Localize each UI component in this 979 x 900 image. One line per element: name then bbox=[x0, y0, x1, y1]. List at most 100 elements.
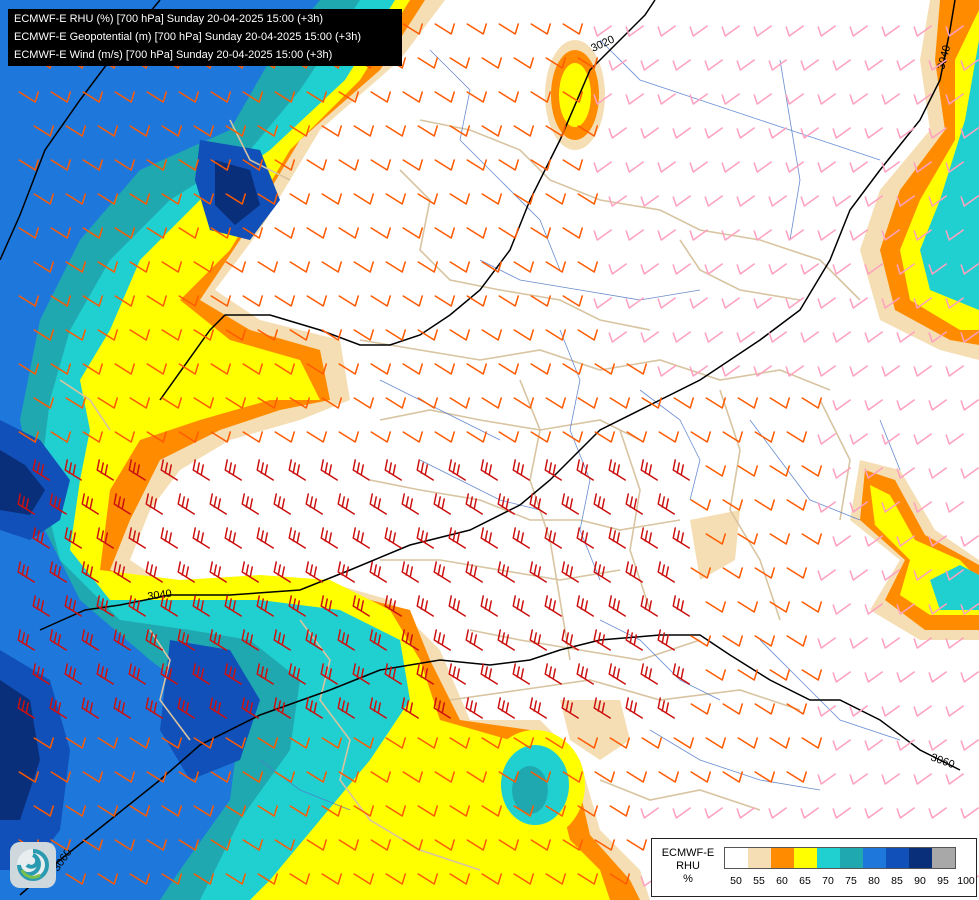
wind-barb bbox=[913, 773, 932, 785]
wind-barb bbox=[82, 295, 103, 307]
wind-barb bbox=[786, 499, 807, 511]
wind-barb bbox=[849, 297, 868, 309]
wind-barb bbox=[320, 595, 338, 617]
wind-barb bbox=[417, 873, 438, 885]
wind-barb bbox=[289, 397, 310, 409]
wind-barb bbox=[385, 805, 406, 817]
wind-barb bbox=[321, 261, 342, 273]
wind-barb bbox=[481, 329, 502, 341]
wind-barb bbox=[864, 467, 883, 479]
wind-barb bbox=[416, 459, 434, 481]
wind-barb bbox=[561, 629, 579, 651]
legend-swatch bbox=[840, 848, 863, 868]
wind-barb bbox=[353, 805, 374, 817]
wind-barb bbox=[145, 697, 163, 719]
wind-barb bbox=[449, 57, 470, 69]
map-header: ECMWF-E RHU (%) [700 hPa] Sunday 20-04-2… bbox=[8, 9, 402, 66]
wind-barb bbox=[241, 697, 259, 719]
wind-barb bbox=[416, 595, 434, 617]
wind-barb bbox=[896, 671, 915, 683]
wind-barb bbox=[225, 805, 246, 817]
wind-barb bbox=[562, 91, 583, 103]
wind-barb bbox=[498, 839, 519, 851]
wind-barb bbox=[896, 263, 915, 275]
wind-barb bbox=[640, 663, 658, 685]
wind-barb bbox=[864, 807, 883, 819]
wind-barb bbox=[160, 527, 178, 549]
wind-barb bbox=[449, 193, 470, 205]
wind-barb bbox=[722, 703, 743, 715]
wind-barb bbox=[160, 595, 178, 617]
wind-barb bbox=[801, 465, 822, 477]
wind-barb bbox=[832, 467, 851, 479]
wind-barb bbox=[913, 161, 932, 173]
wind-barb bbox=[640, 195, 659, 207]
wind-barb bbox=[288, 459, 306, 481]
wind-barb bbox=[480, 663, 498, 685]
wind-barb bbox=[129, 193, 150, 205]
wind-barb bbox=[466, 295, 487, 307]
wind-barb bbox=[608, 459, 626, 481]
wind-barb bbox=[800, 263, 819, 275]
wind-barb bbox=[274, 159, 295, 171]
legend-level-label: 100 bbox=[957, 875, 975, 887]
wind-barb bbox=[448, 663, 466, 685]
wind-barb bbox=[849, 501, 868, 513]
wind-barb bbox=[210, 227, 231, 239]
wind-barb bbox=[913, 297, 932, 309]
wind-barb bbox=[801, 669, 822, 681]
wind-barb bbox=[209, 697, 227, 719]
wind-barb bbox=[434, 431, 455, 443]
wind-barb bbox=[33, 397, 54, 409]
legend-level-label: 65 bbox=[799, 875, 811, 887]
wind-barb bbox=[81, 697, 99, 719]
wind-barb bbox=[128, 459, 146, 481]
wind-barb bbox=[657, 161, 676, 173]
wind-barb bbox=[33, 805, 54, 817]
wind-barb bbox=[913, 433, 932, 445]
wind-barb bbox=[385, 261, 406, 273]
wind-barb bbox=[737, 533, 758, 545]
wind-barb bbox=[177, 493, 195, 515]
wind-barb bbox=[289, 193, 310, 205]
wind-barb bbox=[513, 125, 534, 137]
wind-barb bbox=[849, 773, 868, 785]
legend-swatch bbox=[725, 848, 748, 868]
wind-barb bbox=[753, 365, 772, 377]
wind-barb bbox=[513, 193, 534, 205]
wind-barb bbox=[577, 805, 598, 817]
wind-barb bbox=[594, 431, 615, 443]
wind-barb bbox=[321, 397, 342, 409]
wind-barb bbox=[754, 771, 775, 783]
wind-barb bbox=[754, 431, 775, 443]
wind-barb bbox=[481, 805, 502, 817]
wind-barb bbox=[257, 193, 278, 205]
wind-barb bbox=[225, 329, 246, 341]
legend-swatch bbox=[932, 848, 955, 868]
wind-barb bbox=[320, 527, 338, 549]
wind-barb bbox=[146, 363, 167, 375]
wind-barb bbox=[817, 637, 836, 649]
wind-barb bbox=[449, 397, 470, 409]
wind-barb bbox=[529, 697, 547, 719]
wind-barb bbox=[625, 561, 643, 583]
wind-barb bbox=[416, 663, 434, 685]
wind-barb bbox=[242, 363, 263, 375]
wind-barb bbox=[513, 261, 534, 273]
contour-label-3060-right: 3060 bbox=[929, 752, 956, 772]
wind-barb bbox=[65, 737, 86, 749]
wind-barb bbox=[640, 595, 658, 617]
wind-barb bbox=[114, 227, 135, 239]
wind-barb bbox=[832, 59, 851, 71]
wind-barb bbox=[498, 771, 519, 783]
wind-barb bbox=[49, 697, 67, 719]
wind-barb bbox=[913, 365, 932, 377]
wind-barb bbox=[786, 431, 807, 443]
wind-barb bbox=[338, 431, 359, 443]
wind-barb bbox=[721, 161, 740, 173]
wind-barb bbox=[736, 807, 755, 819]
wind-barb bbox=[690, 771, 711, 783]
wind-barb bbox=[401, 561, 419, 583]
wind-barb bbox=[401, 697, 419, 719]
